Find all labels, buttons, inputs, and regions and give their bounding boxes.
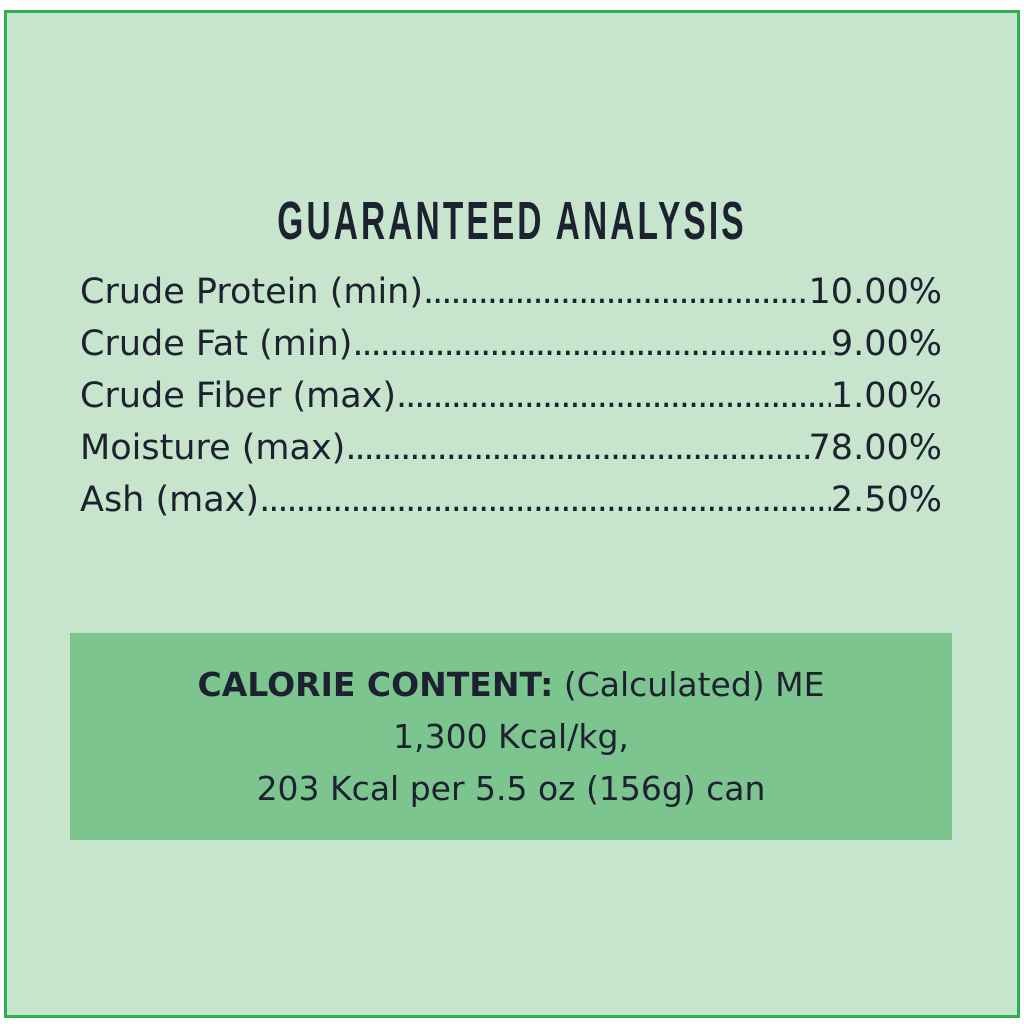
dot-leader <box>345 422 808 474</box>
dot-leader <box>352 318 830 370</box>
analysis-row: Crude Fat (min) 9.00% <box>80 318 942 370</box>
calorie-line-1: CALORIE CONTENT: (Calculated) ME <box>70 665 952 704</box>
analysis-row: Ash (max) 2.50% <box>80 474 942 526</box>
row-label: Crude Protein (min) <box>80 272 424 312</box>
page-title: GUARANTEED ANALYSIS <box>277 191 747 251</box>
calorie-line-2: 1,300 Kcal/kg, <box>393 717 629 756</box>
analysis-row: Moisture (max) 78.00% <box>80 422 942 474</box>
dot-leader <box>396 370 831 422</box>
row-value: 10.00% <box>808 272 942 312</box>
row-value: 78.00% <box>808 428 942 468</box>
analysis-table: Crude Protein (min) 10.00% Crude Fat (min… <box>80 266 942 526</box>
calorie-method: (Calculated) ME <box>553 665 825 704</box>
dot-leader <box>423 266 809 318</box>
row-value: 2.50% <box>830 480 942 520</box>
row-label: Ash (max) <box>80 480 260 520</box>
analysis-row: Crude Protein (min) 10.00% <box>80 266 942 318</box>
analysis-row: Crude Fiber (max) 1.00% <box>80 370 942 422</box>
calorie-content-box: CALORIE CONTENT: (Calculated) ME 1,300 K… <box>70 633 952 840</box>
calorie-line-3: 203 Kcal per 5.5 oz (156g) can <box>256 769 766 808</box>
row-value: 1.00% <box>830 376 942 416</box>
dot-leader <box>259 474 831 526</box>
calorie-heading: CALORIE CONTENT: <box>197 665 554 704</box>
row-value: 9.00% <box>830 324 942 364</box>
row-label: Crude Fiber (max) <box>80 376 397 416</box>
row-label: Moisture (max) <box>80 428 346 468</box>
row-label: Crude Fat (min) <box>80 324 353 364</box>
